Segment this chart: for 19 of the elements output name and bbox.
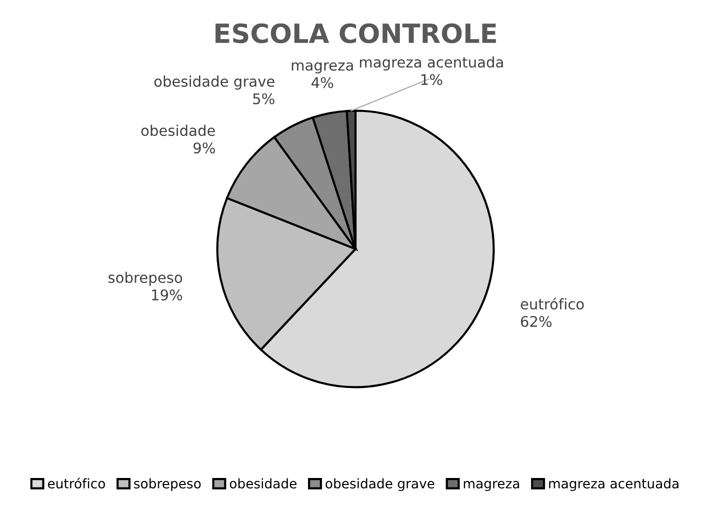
legend-label: sobrepeso bbox=[134, 478, 201, 492]
legend-label: magreza bbox=[464, 480, 520, 492]
data-label: 5% bbox=[253, 93, 274, 104]
slice-label: magreza bbox=[292, 62, 353, 74]
slice-label: obesidade bbox=[141, 124, 215, 136]
legend-label: eutrófico bbox=[48, 478, 105, 488]
slice-label: obesidade grave bbox=[154, 76, 274, 90]
legend-label: magreza acentuada bbox=[549, 478, 678, 492]
slice-label: magreza acentuada bbox=[360, 56, 503, 70]
legend-label: obesidade grave bbox=[326, 478, 434, 492]
data-label: 62% bbox=[520, 316, 552, 327]
slice-label: eutrófico bbox=[520, 298, 584, 310]
legend-label: obesidade bbox=[230, 478, 296, 488]
chart-title: ESCOLA CONTROLE bbox=[216, 23, 496, 44]
data-label: 19% bbox=[152, 289, 182, 300]
data-label: 4% bbox=[312, 77, 334, 88]
slice-label: sobrepeso bbox=[108, 272, 182, 286]
data-label: 9% bbox=[194, 142, 215, 154]
data-label: 1% bbox=[421, 74, 442, 86]
